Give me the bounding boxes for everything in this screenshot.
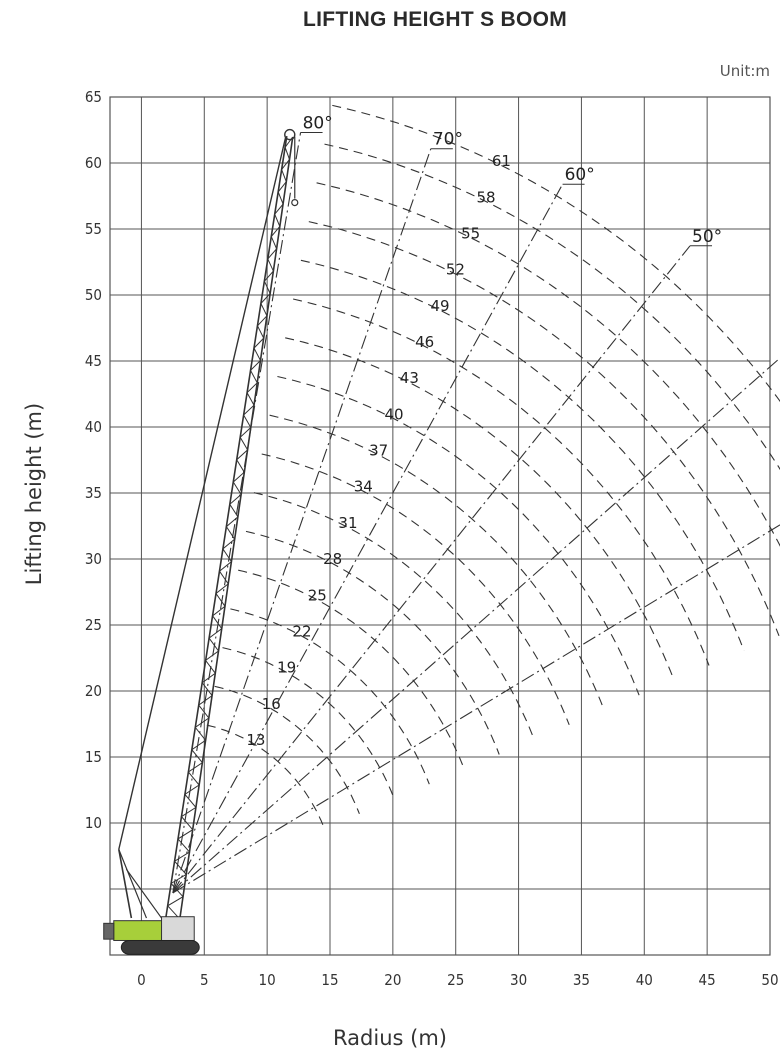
- x-tick-label: 5: [200, 971, 209, 989]
- angle-label: 80°: [303, 113, 333, 133]
- boom-length-label: 22: [292, 622, 311, 640]
- boom-length-label: 58: [476, 188, 495, 206]
- x-tick-label: 50: [761, 971, 778, 989]
- x-axis-label: Radius (m): [333, 1026, 447, 1050]
- y-tick-label: 60: [85, 154, 102, 172]
- y-tick-label: 45: [85, 352, 102, 370]
- angle-line: [172, 357, 780, 894]
- gantry: [125, 868, 163, 919]
- y-tick-label: 25: [85, 616, 102, 634]
- boom-length-label: 13: [246, 731, 265, 749]
- angle-label: 50°: [692, 227, 722, 247]
- boom-tip-sheave: [284, 128, 296, 141]
- boom-length-curve: [230, 608, 430, 785]
- boom-length-label: 37: [369, 442, 388, 460]
- boom-angle-lines: 80°70°60°50°40°30°: [172, 113, 780, 894]
- angle-label: 60°: [565, 165, 595, 185]
- y-tick-label: 65: [85, 88, 102, 106]
- boom-length-curves: 13 16 19 22 25 28 31 34 37 40 43 46 49 52 55 58 61: [206, 104, 780, 829]
- counterweight: [103, 922, 115, 940]
- unit-label: Unit:m: [719, 62, 770, 80]
- x-tick-label: 35: [573, 971, 590, 989]
- x-tick-label: 30: [510, 971, 527, 989]
- y-tick-label: 35: [85, 484, 102, 502]
- x-tick-label: 15: [321, 971, 338, 989]
- boom-length-curve: [253, 492, 535, 740]
- angle-label: 70°: [433, 130, 463, 150]
- boom-length-label: 55: [461, 224, 480, 242]
- boom-length-label: 19: [277, 659, 296, 677]
- mast-brace: [118, 849, 148, 919]
- boom-length-label: 25: [308, 586, 327, 604]
- crane-illustration: [103, 128, 299, 955]
- y-tick-label: 10: [85, 814, 102, 832]
- angle-line: [172, 524, 780, 894]
- pendant-line: [118, 136, 287, 850]
- boom-length-label: 16: [262, 695, 281, 713]
- boom-lattice: [166, 136, 294, 920]
- boom-length-label: 31: [338, 514, 357, 532]
- angle-line: [172, 183, 564, 894]
- boom-length-label: 46: [415, 333, 434, 351]
- crane-cab: [161, 916, 195, 941]
- boom-length-curve: [332, 104, 780, 403]
- y-tick-label: 40: [85, 418, 102, 436]
- boom-length-curve: [269, 414, 605, 711]
- crawler-track: [120, 939, 200, 955]
- boom-length-label: 61: [492, 152, 511, 170]
- boom-length-curve: [316, 182, 780, 547]
- y-tick-label: 50: [85, 286, 102, 304]
- boom-length-curve: [238, 569, 465, 770]
- axis-ticks: 0 5 10 15 20 25 30 35 40 45 50 10 15 20 25 30 35 40 45 50 55…: [85, 88, 779, 989]
- boom-length-label: 43: [400, 369, 419, 387]
- angle-line: [172, 132, 302, 894]
- boom-length-curve: [214, 685, 360, 815]
- boom-length-label: 49: [430, 297, 449, 315]
- crane-body: [113, 920, 170, 941]
- x-tick-label: 10: [259, 971, 276, 989]
- boom-length-label: 52: [446, 261, 465, 279]
- chart-title: LIFTING HEIGHT S BOOM: [302, 8, 568, 31]
- grid: [109, 96, 771, 956]
- boom-chord: [178, 136, 294, 920]
- boom-length-label: 40: [384, 405, 403, 423]
- x-tick-label: 45: [699, 971, 716, 989]
- boom-length-label: 28: [323, 550, 342, 568]
- boom-length-label: 34: [354, 478, 373, 496]
- y-tick-label: 30: [85, 550, 102, 568]
- angle-line: [172, 245, 691, 894]
- x-tick-label: 25: [447, 971, 464, 989]
- y-tick-label: 55: [85, 220, 102, 238]
- boom-length-curve: [222, 647, 395, 800]
- x-tick-label: 20: [384, 971, 401, 989]
- angle-line: [172, 148, 432, 894]
- x-tick-label: 0: [137, 971, 146, 989]
- x-tick-label: 40: [636, 971, 653, 989]
- hook: [291, 199, 299, 207]
- y-tick-label: 20: [85, 682, 102, 700]
- y-tick-label: 15: [85, 748, 102, 766]
- mast: [118, 849, 133, 919]
